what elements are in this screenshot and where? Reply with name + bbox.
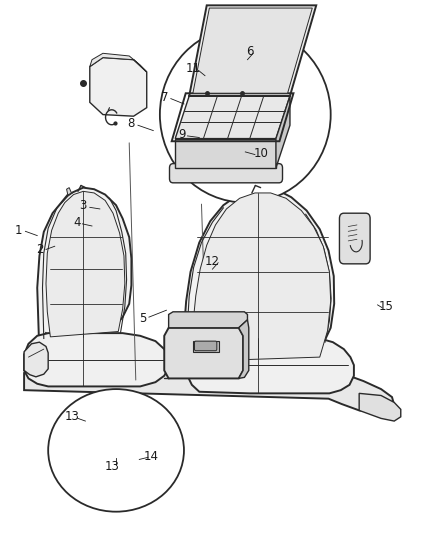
Ellipse shape (160, 27, 331, 203)
Polygon shape (67, 188, 71, 195)
Text: 14: 14 (144, 450, 159, 463)
Ellipse shape (48, 389, 184, 512)
Polygon shape (276, 96, 290, 168)
Polygon shape (239, 320, 249, 378)
Polygon shape (184, 188, 334, 370)
Polygon shape (164, 328, 243, 378)
Text: 13: 13 (104, 460, 119, 473)
Text: 12: 12 (205, 255, 220, 268)
Polygon shape (169, 312, 247, 328)
Text: 7: 7 (160, 91, 168, 103)
Polygon shape (189, 5, 316, 96)
Polygon shape (24, 342, 48, 377)
Polygon shape (193, 341, 219, 352)
FancyBboxPatch shape (339, 213, 370, 264)
Polygon shape (346, 221, 360, 244)
Polygon shape (90, 58, 147, 116)
FancyBboxPatch shape (194, 341, 217, 351)
FancyBboxPatch shape (170, 164, 283, 183)
Polygon shape (46, 191, 125, 337)
Polygon shape (24, 373, 394, 413)
Text: 13: 13 (65, 410, 80, 423)
Text: 10: 10 (253, 147, 268, 160)
Text: 8: 8 (128, 117, 135, 130)
Text: 5: 5 (139, 312, 146, 325)
Polygon shape (24, 333, 169, 386)
Text: 15: 15 (379, 300, 394, 313)
Text: 2: 2 (35, 243, 43, 256)
Text: 6: 6 (246, 45, 254, 58)
Polygon shape (193, 193, 331, 361)
Polygon shape (186, 338, 354, 393)
Polygon shape (37, 188, 131, 354)
Polygon shape (175, 139, 276, 168)
Text: 9: 9 (178, 128, 186, 141)
Polygon shape (193, 8, 312, 93)
Polygon shape (359, 393, 401, 421)
Text: 3: 3 (80, 199, 87, 212)
Polygon shape (175, 96, 290, 139)
Text: 1: 1 (15, 224, 23, 237)
Polygon shape (90, 53, 147, 72)
Text: 4: 4 (73, 216, 81, 229)
Text: 11: 11 (185, 62, 200, 75)
